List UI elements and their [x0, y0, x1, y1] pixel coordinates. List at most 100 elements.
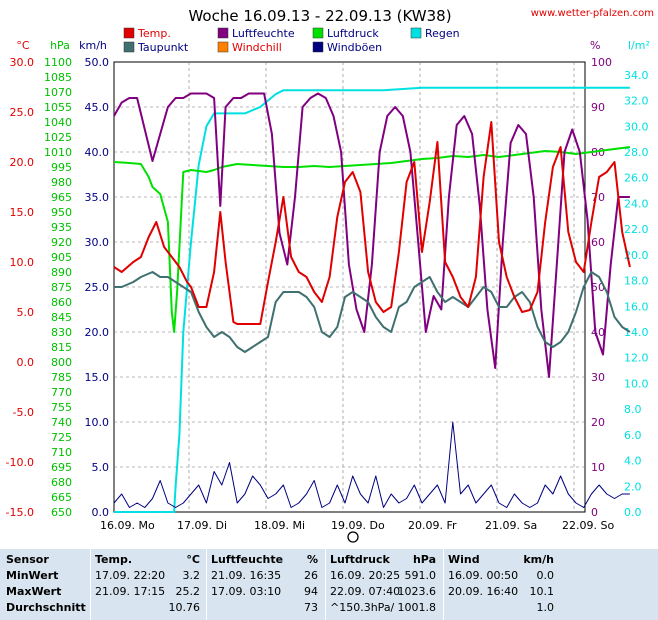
pressure-time: 22.09. 07:40 [330, 585, 401, 598]
pressure-axis-tick: 920 [51, 236, 72, 249]
chart-legend: Temp. Luftfeuchte Luftdruck Regen Taupunkt Wi… [123, 27, 460, 54]
temp-value: 25.2 [175, 585, 201, 598]
rain-axis-tick: 26.0 [624, 172, 649, 185]
humidity-value: 26 [304, 569, 318, 582]
series-luftfeuchte-line [113, 92, 630, 378]
temp-axis-tick: 5.0 [17, 306, 35, 319]
legend-swatch [217, 27, 229, 39]
temp-axis-tick: 15.0 [10, 206, 35, 219]
stats-header-row: Sensor Temp. °C Luftfeuchte % Luftdruck … [0, 552, 658, 568]
humidity-axis-tick: 0 [591, 506, 598, 519]
stats-row: Durchschnitt 10.76 73 ^150.3hPa/1001.8 1.0 [0, 600, 658, 616]
x-tick-label: 22.09. So [562, 519, 614, 532]
series-regen-line [114, 86, 630, 513]
rain-axis-tick: 30.0 [624, 120, 649, 133]
wind-axis-tick: 45.0 [85, 101, 110, 114]
rain-axis-tick: 2.0 [624, 480, 642, 493]
x-tick-label: 19.09. Do [331, 519, 385, 532]
rain-axis-tick: 16.0 [624, 300, 649, 313]
series-windben-line [113, 421, 630, 508]
legend-swatch [312, 27, 324, 39]
pressure-axis-tick: 680 [51, 476, 72, 489]
stats-row: MaxWert 21.09. 17:15 25.2 17.09. 03:10 94 22.… [0, 584, 658, 600]
header-temp: Temp. [95, 553, 133, 566]
humidity-axis-tick: 70 [591, 191, 605, 204]
legend-label: Luftfeuchte [232, 27, 295, 40]
pressure-value: 1023.6 [397, 585, 437, 598]
pressure-axis-tick: 1025 [44, 131, 72, 144]
wind-time: 16.09. 00:50 [448, 569, 519, 582]
wind-axis-tick: 15.0 [85, 371, 110, 384]
rain-axis-tick: 28.0 [624, 146, 649, 159]
humidity-time: 17.09. 03:10 [211, 585, 282, 598]
humidity-axis-tick: 100 [591, 56, 612, 69]
chart-title: Woche 16.09.13 - 22.09.13 (KW38) [188, 7, 451, 25]
series-luftdruck-line [113, 146, 631, 333]
temp-axis-tick: 20.0 [10, 156, 35, 169]
rain-axis-tick: 0.0 [624, 506, 642, 519]
wind-axis-tick: 30.0 [85, 236, 110, 249]
pressure-axis-tick: 845 [51, 311, 72, 324]
pressure-axis-tick: 1055 [44, 101, 72, 114]
humidity-time: 21.09. 16:35 [211, 569, 282, 582]
chart-series [113, 86, 631, 513]
rain-axis-tick: 24.0 [624, 197, 649, 210]
temp-axis-tick: -15.0 [6, 506, 34, 519]
wind-value: 0.0 [536, 569, 555, 582]
rain-axis-tick: 12.0 [624, 352, 649, 365]
pressure-axis-tick: 665 [51, 491, 72, 504]
wind-axis-unit: km/h [79, 39, 107, 52]
humidity-axis-tick: 30 [591, 371, 605, 384]
legend-swatch [217, 41, 229, 53]
chart-axes: 30.0 25.0 20.0 15.0 10.0 5.0 0.0 -5.0 -10.0 -15.0… [6, 39, 650, 519]
humidity-axis-tick: 90 [591, 101, 605, 114]
legend-label: Luftdruck [327, 27, 379, 40]
source-link[interactable]: www.wetter-pfalzen.com [531, 8, 654, 19]
rain-axis-tick: 20.0 [624, 249, 649, 262]
temp-value: 3.2 [182, 569, 201, 582]
legend-label: Taupunkt [137, 41, 189, 54]
rain-axis-tick: 14.0 [624, 326, 649, 339]
legend-swatch [312, 41, 324, 53]
pressure-axis-tick: 725 [51, 431, 72, 444]
pressure-axis-tick: 755 [51, 401, 72, 414]
legend-swatch [123, 41, 135, 53]
temp-axis-tick: 10.0 [10, 256, 35, 269]
pressure-axis-tick: 965 [51, 191, 72, 204]
rain-axis-tick: 6.0 [624, 429, 642, 442]
pressure-axis-tick: 935 [51, 221, 72, 234]
rain-axis-tick: 4.0 [624, 455, 642, 468]
legend-label: Regen [425, 27, 460, 40]
pressure-time: 16.09. 20:25 [330, 569, 401, 582]
temp-time: 21.09. 17:15 [95, 585, 166, 598]
wind-value: 1.0 [536, 601, 555, 614]
rain-axis-tick: 18.0 [624, 275, 649, 288]
series-taupunkt-line [114, 271, 631, 353]
rain-axis-tick: 34.0 [624, 69, 649, 82]
legend-label: Temp. [137, 27, 171, 40]
pressure-value: 591.0 [404, 569, 437, 582]
pressure-axis-tick: 1010 [44, 146, 72, 159]
pressure-axis-tick: 1070 [44, 86, 72, 99]
humidity-axis-tick: 60 [591, 236, 605, 249]
pressure-axis-tick: 950 [51, 206, 72, 219]
series-temp-line [113, 121, 631, 325]
pressure-axis-tick: 650 [51, 506, 72, 519]
humidity-axis-tick: 80 [591, 146, 605, 159]
humidity-axis-tick: 50 [591, 281, 605, 294]
pressure-time: ^150.3hPa/ [330, 601, 395, 614]
header-humidity-unit: % [306, 553, 318, 566]
rain-axis-tick: 32.0 [624, 95, 649, 108]
wind-axis-tick: 10.0 [85, 416, 110, 429]
temp-time: 17.09. 22:20 [95, 569, 166, 582]
wind-value: 10.1 [529, 585, 555, 598]
humidity-value: 94 [304, 585, 318, 598]
row-label: Durchschnitt [6, 601, 86, 614]
header-sensor: Sensor [6, 553, 49, 566]
temp-axis-tick: 25.0 [10, 106, 35, 119]
rain-axis-tick: 10.0 [624, 377, 649, 390]
row-label: MinWert [6, 569, 59, 582]
pressure-axis-tick: 1100 [44, 56, 72, 69]
pressure-axis-tick: 890 [51, 266, 72, 279]
rain-axis-tick: 22.0 [624, 223, 649, 236]
